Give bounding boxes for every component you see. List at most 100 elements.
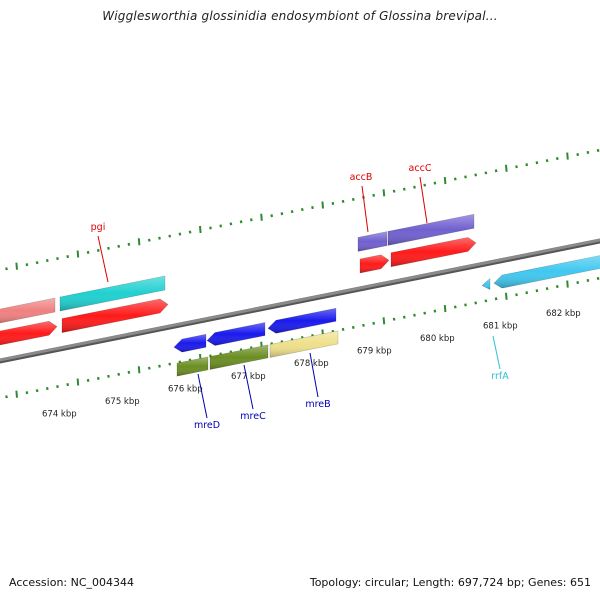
upper-track-minor-tick [464, 175, 467, 179]
upper-track-minor-tick [515, 165, 518, 169]
kbp-axis: 674 kbp 675 kbp 676 kbp 677 kbp 678 kbp 679 k… [42, 309, 581, 420]
reverse-cds-1-arrow[interactable] [173, 333, 207, 353]
upper-track-minor-tick [351, 197, 355, 201]
upper-track-minor-tick [56, 257, 59, 261]
upper-track-minor-tick [239, 220, 243, 224]
gene-label-mreC[interactable]: mreC [240, 411, 266, 422]
upper-track-minor-tick [35, 261, 39, 265]
pgi-gene-arrow[interactable] [59, 275, 166, 312]
upper-track-minor-tick [494, 169, 498, 173]
upper-track-minor-tick [372, 193, 376, 197]
gene-label-accB[interactable]: accB [350, 172, 373, 183]
lower-track-major-tick [566, 280, 569, 288]
upper-track-minor-tick [331, 201, 335, 206]
gene-label-rrfA[interactable]: rrfA [491, 371, 509, 382]
upper-track-major-tick [199, 225, 202, 234]
gene-label-leader [419, 176, 428, 224]
upper-track-minor-tick [586, 150, 590, 155]
upper-track-minor-tick [66, 254, 70, 259]
upper-tick-track [5, 148, 600, 271]
lower-track-minor-tick [484, 299, 488, 303]
lower-track-minor-tick [86, 378, 90, 382]
lower-track-minor-tick [555, 285, 559, 289]
lower-track-minor-tick [545, 287, 549, 291]
lower-track-minor-tick [45, 387, 49, 391]
upper-track-minor-tick [311, 206, 314, 210]
upper-track-minor-tick [96, 248, 100, 252]
lower-track-minor-tick [576, 280, 580, 285]
forward-cds-1-arrow[interactable] [0, 320, 58, 346]
gene-label-mreD[interactable]: mreD [194, 420, 220, 431]
forward-cds-3-arrow[interactable] [359, 254, 390, 274]
mreC-gene-arrow[interactable] [209, 344, 269, 370]
upper-track-major-tick [443, 176, 447, 185]
lower-track-minor-tick [402, 315, 406, 319]
gene-label-layer: pgi accB accC mreD mreC mreB rrfA [91, 163, 510, 431]
lower-track-minor-tick [127, 370, 131, 374]
mreD-gene-arrow[interactable] [176, 356, 209, 377]
upper-track-minor-tick [127, 242, 131, 246]
gene-label-leader [361, 185, 369, 233]
lower-track-minor-tick [372, 321, 376, 325]
accC-gene-arrow[interactable] [387, 213, 475, 246]
lower-track-minor-tick [433, 309, 437, 313]
reverse-cds-2-arrow[interactable] [206, 322, 266, 346]
reverse-cds-4-arrow[interactable] [493, 255, 600, 289]
lower-track-minor-tick [117, 372, 121, 376]
gene-label-pgi[interactable]: pgi [91, 222, 106, 233]
mreB-gene-arrow[interactable] [269, 330, 339, 358]
upper-track-major-tick [137, 238, 141, 246]
upper-track-major-tick [382, 189, 386, 197]
gene-label-leader [243, 364, 254, 410]
upper-track-minor-tick [5, 267, 8, 271]
kbp-label: 674 kbp [42, 410, 77, 420]
upper-track-minor-tick [433, 181, 437, 185]
lower-track-minor-tick [474, 301, 478, 305]
lower-track-minor-tick [392, 317, 396, 321]
lower-track-minor-tick [147, 366, 151, 370]
upper-track-major-tick [566, 152, 569, 160]
gene-label-accC[interactable]: accC [409, 163, 432, 174]
reverse-cds-3-arrow[interactable] [267, 307, 337, 334]
feature-layer [0, 213, 600, 377]
accB-gene-arrow[interactable] [357, 231, 388, 252]
forward-cds-4-arrow[interactable] [390, 237, 477, 268]
upper-track-major-tick [260, 213, 263, 221]
forward-cds-2-arrow[interactable] [61, 298, 169, 333]
gene-label-leader [309, 352, 319, 398]
upper-track-major-tick [321, 201, 324, 209]
upper-track-minor-tick [25, 263, 29, 267]
lower-track-major-tick [382, 317, 386, 325]
upper-track-minor-tick [219, 224, 223, 228]
lower-track-minor-tick [341, 327, 345, 331]
kbp-label: 675 kbp [105, 397, 140, 407]
kbp-label: 677 kbp [231, 372, 266, 382]
backbone-line [0, 238, 600, 362]
upper-track-minor-tick [300, 208, 304, 212]
lower-track-minor-tick [535, 289, 539, 293]
lower-track-minor-tick [494, 297, 498, 301]
upper-track-minor-tick [229, 222, 233, 226]
upper-track-minor-tick [474, 173, 478, 177]
rrfA-gene-arrow[interactable] [481, 277, 491, 290]
lower-track-minor-tick [413, 313, 416, 317]
upper-track-minor-tick [158, 236, 161, 240]
lower-track-minor-tick [107, 374, 110, 378]
lower-track-minor-tick [35, 389, 39, 393]
kbp-label: 678 kbp [294, 359, 329, 369]
gene-label-mreB[interactable]: mreB [305, 399, 330, 410]
upper-track-major-tick [505, 164, 508, 172]
upper-track-minor-tick [423, 183, 427, 187]
upper-track-minor-tick [86, 250, 90, 254]
upper-track-major-tick [76, 250, 80, 258]
lower-track-minor-tick [362, 323, 365, 327]
lower-track-minor-tick [525, 291, 529, 295]
upper-track-minor-tick [453, 177, 457, 181]
lower-track-minor-tick [5, 395, 8, 399]
upper-track-minor-tick [178, 232, 182, 236]
lower-track-minor-tick [66, 382, 70, 387]
pgi-prev-gene-arrow[interactable] [0, 297, 56, 324]
lower-track-minor-tick [351, 325, 355, 329]
gene-label-leader [97, 235, 109, 283]
upper-track-minor-tick [555, 157, 559, 161]
